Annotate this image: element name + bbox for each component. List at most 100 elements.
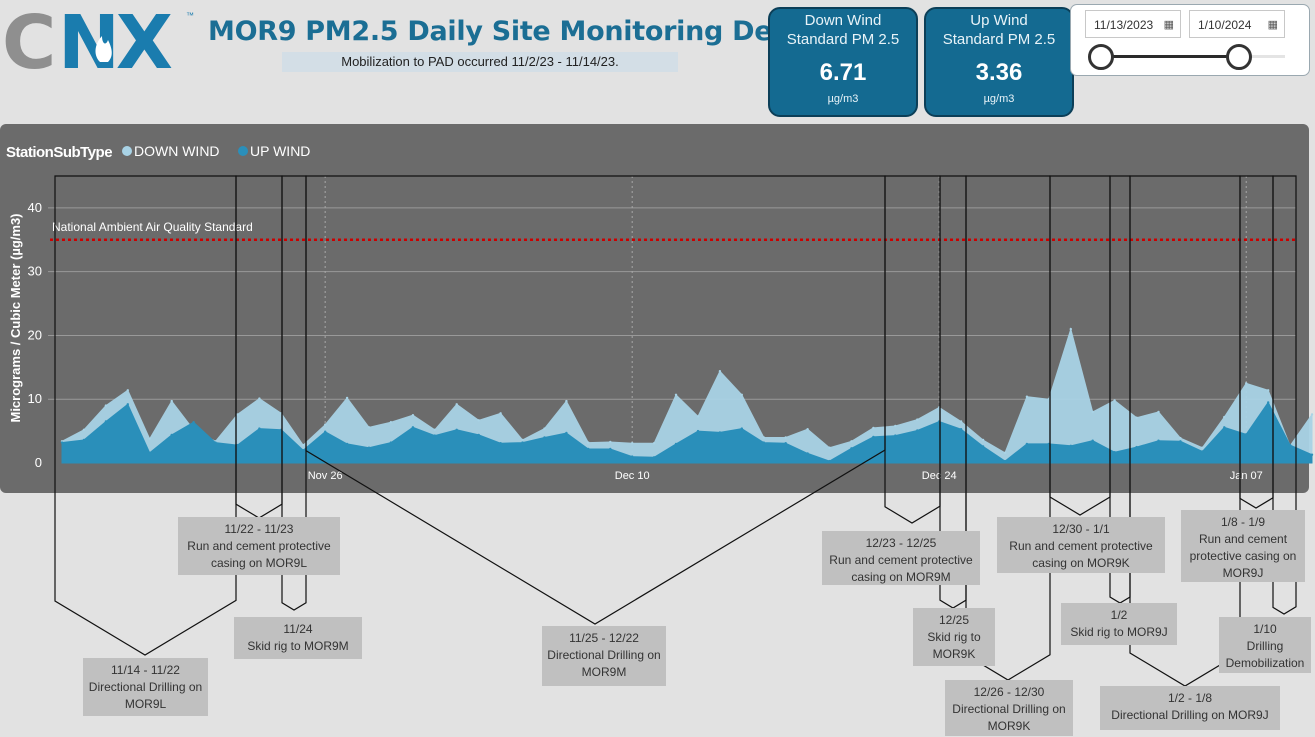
annotation-bracket	[1239, 175, 1274, 509]
data-point	[652, 456, 656, 459]
annotation-description: Directional Drilling on MOR9J	[1111, 708, 1269, 722]
x-tick-label: Dec 10	[615, 470, 650, 482]
data-point	[1135, 445, 1138, 449]
cnx-logo: C NX ™	[2, 4, 194, 74]
annotation-callout: 1/2 - 1/8 Directional Drilling on MOR9J	[1100, 686, 1280, 730]
data-point	[543, 436, 546, 439]
y-tick-label: 40	[28, 200, 42, 215]
data-point	[236, 443, 239, 447]
kpi-card-upwind: Up Wind Standard PM 2.5 3.36 µg/m3	[924, 7, 1074, 117]
data-point	[499, 442, 502, 445]
annotation-callout: 12/25 Skid rig to MOR9K	[913, 608, 995, 666]
annotation-description: Directional Drilling on MOR9L	[88, 680, 203, 711]
data-point	[126, 389, 129, 392]
slider-start-handle[interactable]	[1088, 44, 1114, 70]
data-point	[762, 436, 765, 439]
legend-downwind-label[interactable]: DOWN WIND	[134, 143, 220, 159]
data-point	[959, 428, 963, 431]
data-point	[60, 441, 64, 444]
data-point	[324, 430, 327, 433]
data-point	[170, 433, 173, 437]
data-point	[1267, 389, 1270, 392]
annotation-date: 1/10	[1253, 622, 1277, 636]
kpi-downwind-line1: Down Wind	[804, 12, 882, 29]
svg-text:NX: NX	[58, 4, 172, 74]
data-point	[543, 427, 546, 430]
annotation-callout: 11/25 - 12/22 Directional Drilling on MOR…	[542, 626, 666, 686]
data-point	[587, 447, 590, 451]
kpi-upwind-unit: µg/m3	[983, 93, 1015, 105]
data-point	[433, 428, 436, 431]
data-point	[565, 431, 568, 435]
data-point	[609, 447, 612, 451]
data-point	[718, 431, 722, 434]
data-point	[499, 412, 502, 415]
data-point	[324, 423, 327, 426]
data-point	[1069, 327, 1073, 331]
data-point	[850, 440, 853, 443]
data-point	[345, 442, 349, 446]
data-point	[1025, 395, 1029, 398]
svg-text:™: ™	[186, 11, 194, 20]
annotation-callout: 12/26 - 12/30 Directional Drilling on MOR…	[945, 680, 1073, 736]
data-point	[148, 437, 151, 440]
data-point	[1179, 440, 1182, 443]
annotation-bracket	[1129, 175, 1241, 687]
start-date-input[interactable]: 11/13/2023 ▦	[1085, 10, 1181, 38]
annotation-date: 12/25	[938, 613, 970, 627]
data-point	[1157, 439, 1160, 442]
annotation-description: Skid rig to MOR9K	[927, 630, 981, 661]
calendar-icon[interactable]: ▦	[1267, 19, 1278, 31]
data-point	[1113, 399, 1116, 402]
data-point	[148, 451, 151, 454]
data-point	[652, 442, 656, 445]
annotation-date: 12/23 - 12/25	[865, 536, 937, 550]
slider-end-handle[interactable]	[1226, 44, 1252, 70]
data-point	[631, 455, 634, 458]
annotation-description: Run and cement protective casing on MOR9…	[1009, 539, 1153, 570]
data-point	[850, 447, 853, 450]
annotation-bracket	[1049, 175, 1111, 516]
data-point	[674, 442, 678, 446]
annotation-callout: 11/22 - 11/23 Run and cement protective c…	[178, 517, 340, 575]
calendar-icon[interactable]: ▦	[1163, 19, 1174, 31]
legend-upwind-label[interactable]: UP WIND	[250, 143, 310, 159]
annotation-bracket	[305, 175, 886, 625]
data-point	[1201, 450, 1204, 453]
data-point	[258, 427, 261, 430]
data-point	[894, 434, 897, 437]
data-point	[1310, 413, 1314, 416]
end-date-input[interactable]: 1/10/2024 ▦	[1189, 10, 1285, 38]
data-point	[1091, 439, 1094, 442]
x-tick-label: Dec 24	[922, 470, 957, 482]
annotation-callout: 12/30 - 1/1 Run and cement protective cas…	[997, 517, 1165, 573]
data-point	[1113, 451, 1116, 454]
data-point	[1025, 442, 1029, 446]
annotation-description: Skid rig to MOR9J	[1070, 625, 1168, 639]
data-point	[258, 397, 261, 400]
data-point	[126, 403, 129, 406]
data-point	[82, 428, 86, 431]
kpi-card-downwind: Down Wind Standard PM 2.5 6.71 µg/m3	[768, 7, 918, 117]
data-point	[828, 446, 831, 449]
kpi-upwind-value: 3.36	[975, 59, 1023, 86]
data-point	[236, 413, 239, 416]
data-point	[411, 414, 415, 417]
y-tick-label: 20	[28, 327, 42, 342]
annotation-bracket	[939, 175, 967, 609]
data-point	[1223, 415, 1226, 419]
data-point	[433, 434, 436, 437]
annotation-description: Drilling Demobilization	[1225, 639, 1305, 670]
data-point	[894, 424, 897, 428]
data-point	[959, 420, 963, 423]
annotation-callout: 12/23 - 12/25 Run and cement protective c…	[822, 531, 980, 585]
slider-track[interactable]	[1101, 55, 1237, 58]
data-point	[1245, 382, 1248, 385]
annotation-callout: 1/10 Drilling Demobilization	[1219, 617, 1311, 673]
data-point	[1003, 459, 1007, 463]
kpi-upwind-line2: Standard PM 2.5	[942, 31, 1056, 48]
annotation-description: Directional Drilling on MOR9M	[547, 648, 661, 679]
data-point	[1201, 446, 1204, 449]
data-point	[521, 441, 524, 444]
annotation-date: 12/30 - 1/1	[1052, 522, 1110, 536]
